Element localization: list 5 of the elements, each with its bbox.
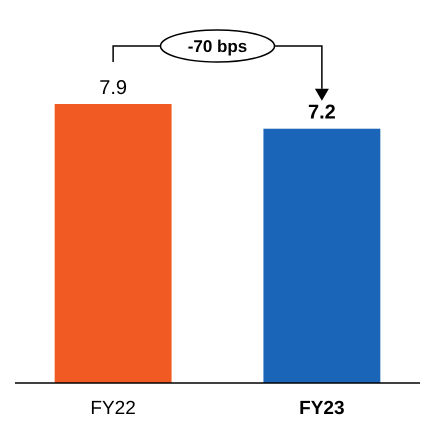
data-label: 7.9	[99, 77, 128, 99]
x-tick-label: FY23	[299, 398, 345, 419]
x-tick-label: FY22	[90, 398, 136, 419]
data-label: 7.2	[308, 102, 336, 124]
text: -70 bps	[188, 37, 248, 56]
